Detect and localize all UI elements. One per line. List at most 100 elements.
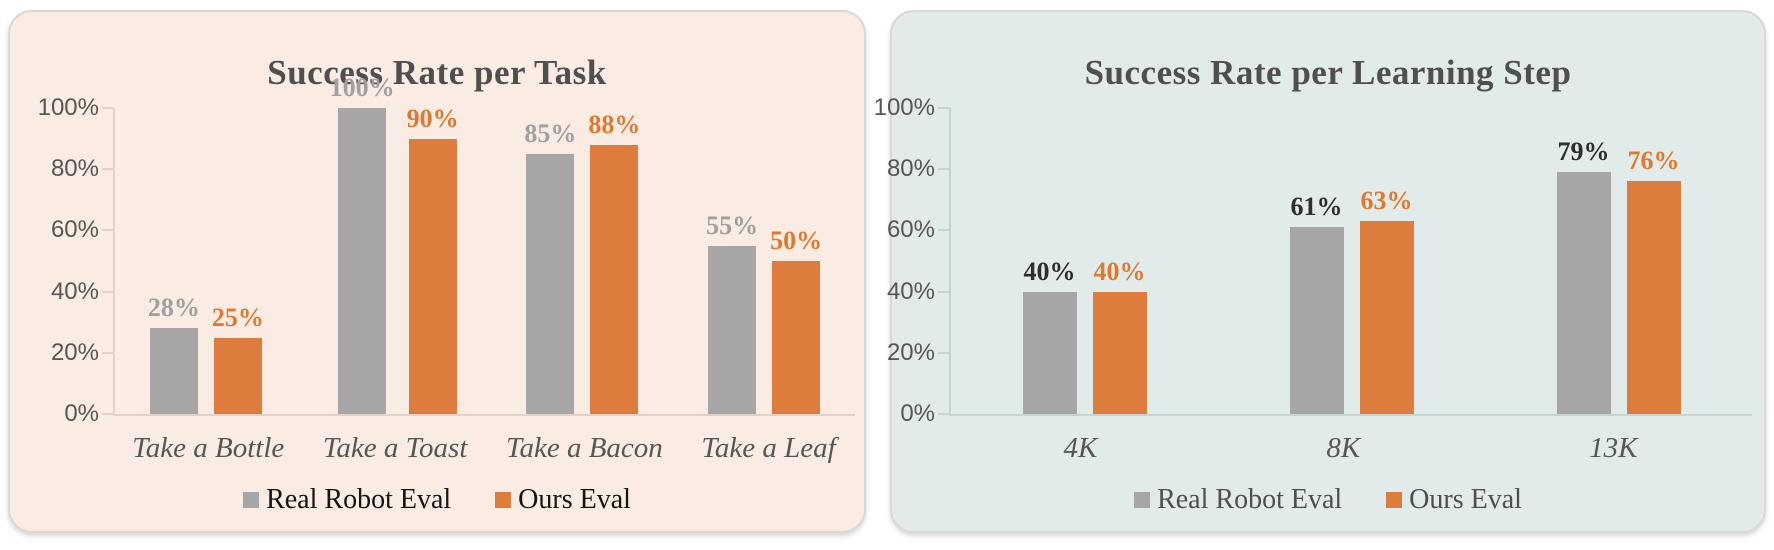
bar-value-label: 40% <box>1093 256 1146 286</box>
bar-groups: 28% 25% 100% 90% <box>115 75 855 414</box>
y-tick-label: 100% <box>37 94 99 121</box>
legend-label: Real Robot Eval <box>266 484 452 515</box>
bar-real-robot-eval <box>708 245 757 414</box>
y-axis-labels: 100% 80% 60% 40% 20% 0% <box>20 94 115 427</box>
bar-real-robot-eval <box>338 108 387 414</box>
legend-label: Real Robot Eval <box>1157 484 1343 515</box>
legend-item-ours-eval: Ours Eval <box>495 486 631 514</box>
legend-swatch-real-robot-eval <box>1134 492 1151 508</box>
category-label: Take a Toast <box>322 432 468 464</box>
bar-group-take-a-toast: 100% 90% <box>330 75 459 414</box>
bar-value-label: 25% <box>211 302 264 332</box>
y-tick-label: 20% <box>50 338 99 366</box>
bar-ours-eval <box>1359 221 1414 414</box>
y-tick-label: 100% <box>873 94 935 121</box>
legend-swatch-real-robot-eval <box>243 492 260 508</box>
chart-title: Success Rate per Task <box>267 53 607 93</box>
legend-label: Ours Eval <box>518 484 631 515</box>
bar-value-label: 79% <box>1557 137 1610 167</box>
bar-unit-real-robot: 100% <box>330 75 395 414</box>
category-label: Take a Bacon <box>505 432 663 464</box>
axis-tick <box>102 351 113 354</box>
axis-tick <box>938 229 949 232</box>
bar-real-robot-eval <box>1022 291 1077 414</box>
bar-ours-eval <box>213 337 262 414</box>
bar-unit-real-robot: 28% <box>148 108 200 414</box>
y-tick-label: 60% <box>50 216 99 244</box>
bar-unit-ours: 76% <box>1626 108 1681 414</box>
y-tick-label: 40% <box>886 277 935 305</box>
bar-ours-eval <box>1626 181 1681 414</box>
bar-group-take-a-bottle: 28% 25% <box>148 108 264 414</box>
bar-unit-ours: 90% <box>406 103 459 414</box>
bar-groups: 40% 40% 61% 63% <box>951 108 1752 414</box>
bar-unit-real-robot: 61% <box>1289 108 1344 414</box>
bar-value-label: 76% <box>1627 146 1680 176</box>
bar-unit-ours: 63% <box>1359 108 1414 414</box>
legend-item-real-robot-eval: Real Robot Eval <box>1134 486 1342 514</box>
bar-unit-ours: 88% <box>588 108 640 414</box>
bar-ours-eval <box>590 144 639 414</box>
bar-ours-eval <box>408 138 457 414</box>
axis-tick <box>102 229 113 232</box>
bar-value-label: 28% <box>147 293 200 323</box>
bar-real-robot-eval <box>149 328 198 414</box>
y-axis-labels: 100% 80% 60% 40% 20% 0% <box>856 94 951 427</box>
bar-real-robot-eval <box>526 153 575 414</box>
panel-success-rate-per-task: Success Rate per Task 100% 80% 60% 40% 2… <box>8 10 866 533</box>
axis-tick <box>938 168 949 171</box>
category-label: 13K <box>1589 432 1638 464</box>
bar-unit-ours: 40% <box>1092 108 1147 414</box>
bar-value-label: 88% <box>588 109 641 139</box>
bar-value-label: 100% <box>329 73 395 102</box>
y-tick-label: 40% <box>50 277 99 305</box>
panel-success-rate-per-learning-step: Success Rate per Learning Step 100% 80% … <box>874 10 1766 533</box>
bar-value-label: 85% <box>524 118 577 148</box>
bar-group-8k: 61% 63% <box>1289 108 1414 414</box>
chart-title: Success Rate per Learning Step <box>1084 53 1572 93</box>
bar-value-label: 55% <box>706 210 759 240</box>
axis-tick <box>938 413 949 415</box>
bar-group-13k: 79% 76% <box>1556 108 1681 414</box>
legend-swatch-ours-eval <box>1386 492 1403 508</box>
bar-value-label: 63% <box>1360 186 1413 216</box>
y-tick-label: 60% <box>886 216 935 244</box>
category-label: Take a Bottle <box>132 432 285 464</box>
legend: Real Robot Eval Ours Eval <box>892 486 1764 514</box>
bar-unit-real-robot: 79% <box>1556 108 1611 414</box>
bar-group-take-a-leaf: 55% 50% <box>706 108 822 414</box>
bar-group-4k: 40% 40% <box>1022 108 1147 414</box>
axis-tick <box>102 107 113 109</box>
axis-tick <box>938 290 949 293</box>
y-tick-label: 80% <box>50 155 99 183</box>
bar-real-robot-eval <box>1289 227 1344 414</box>
plot-area: 100% 80% 60% 40% 20% 0% 40% <box>874 94 1752 427</box>
bar-value-label: 90% <box>406 103 459 133</box>
bar-ours-eval <box>772 261 821 414</box>
legend-item-ours-eval: Ours Eval <box>1386 486 1522 514</box>
x-axis-labels: Take a Bottle Take a Toast Take a Bacon … <box>113 432 855 465</box>
y-tick-label: 80% <box>886 155 935 183</box>
category-label: 8K <box>1326 432 1361 464</box>
bar-unit-ours: 25% <box>212 108 264 414</box>
bar-unit-ours: 50% <box>770 108 822 414</box>
y-tick-label: 0% <box>64 400 99 427</box>
axis-tick <box>102 168 113 171</box>
bar-group-take-a-bacon: 85% 88% <box>524 108 640 414</box>
bar-value-label: 61% <box>1290 192 1343 222</box>
axis-tick <box>938 351 949 354</box>
axis-tick <box>102 413 113 415</box>
legend-item-real-robot-eval: Real Robot Eval <box>243 486 451 514</box>
y-tick-label: 0% <box>900 400 935 427</box>
legend-label: Ours Eval <box>1409 484 1522 515</box>
plot-area: 100% 80% 60% 40% 20% 0% 28% <box>38 75 855 427</box>
bar-unit-real-robot: 85% <box>524 108 576 414</box>
axis-tick <box>938 107 949 109</box>
x-axis-labels: 4K 8K 13K <box>949 432 1752 465</box>
category-label: 4K <box>1063 432 1098 464</box>
legend: Real Robot Eval Ours Eval <box>10 486 864 514</box>
category-label: Take a Leaf <box>701 432 836 464</box>
bar-real-robot-eval <box>1556 172 1611 414</box>
axis-tick <box>102 290 113 293</box>
